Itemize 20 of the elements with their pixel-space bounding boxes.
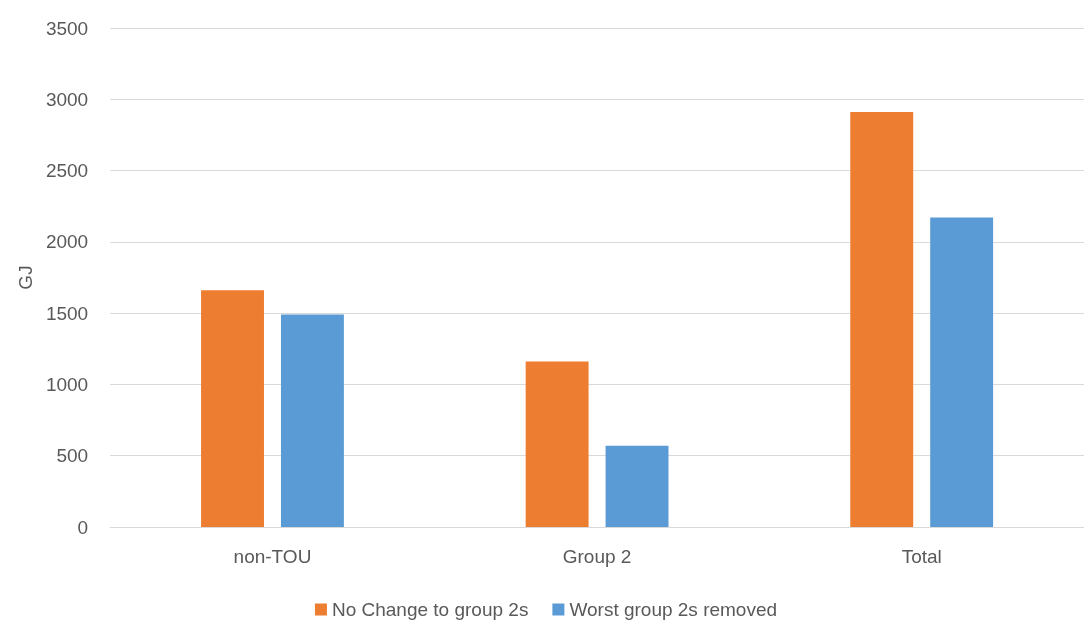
y-tick-label: 0	[77, 516, 89, 538]
bar	[201, 290, 264, 527]
x-tick-label: Group 2	[562, 546, 632, 567]
y-tick-label: 3000	[45, 88, 89, 110]
bar	[605, 445, 669, 527]
y-axis-title: GJ	[15, 265, 36, 290]
bar	[525, 361, 589, 527]
y-tick-label: 1500	[45, 302, 89, 324]
x-tick-label: non-TOU	[233, 546, 312, 567]
y-tick-label: 1000	[45, 373, 89, 395]
y-tick-label: 3500	[45, 17, 89, 39]
legend-label: Worst group 2s removed	[569, 599, 778, 620]
y-tick-label: 2000	[45, 231, 89, 253]
bar	[930, 217, 994, 527]
y-tick-label: 500	[56, 445, 89, 467]
y-tick-label: 2500	[45, 160, 89, 182]
legend-label: No Change to group 2s	[331, 599, 529, 620]
bar	[280, 314, 344, 527]
bar	[850, 112, 914, 527]
x-tick-label: Total	[901, 546, 942, 567]
